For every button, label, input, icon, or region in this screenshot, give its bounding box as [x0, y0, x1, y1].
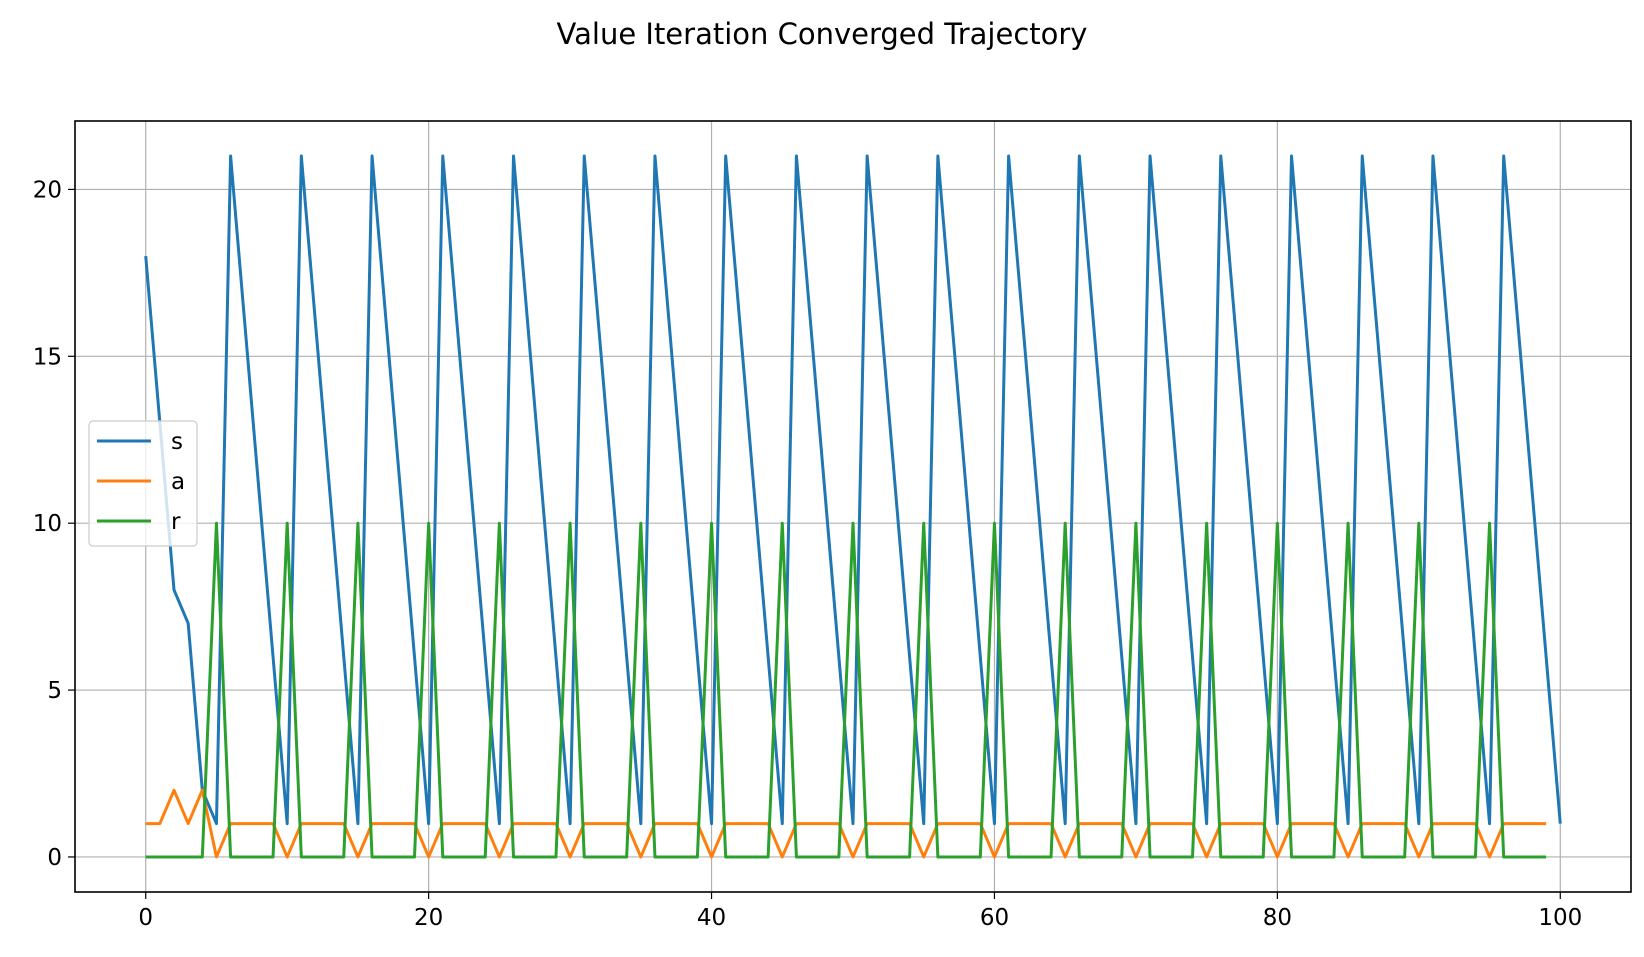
axis-ticks: 0 20 40 60 80 100 0 5 10 15 20	[33, 177, 1583, 931]
x-tick-label: 80	[1263, 905, 1292, 931]
x-tick-label: 0	[138, 905, 153, 931]
legend-label-s: s	[171, 429, 183, 455]
series-lines	[144, 154, 1562, 859]
legend-label-a: a	[171, 469, 185, 495]
y-tick-label: 20	[33, 177, 62, 203]
legend: sar	[88, 420, 198, 547]
y-tick-label: 15	[33, 344, 62, 370]
series-line-a	[145, 788, 1547, 859]
y-tick-label: 0	[47, 845, 62, 871]
chart-title: Value Iteration Converged Trajectory	[557, 17, 1088, 51]
x-tick-label: 100	[1538, 905, 1582, 931]
series-line-r	[145, 521, 1547, 859]
y-tick-label: 5	[47, 678, 62, 704]
x-tick-label: 60	[980, 905, 1009, 931]
legend-box	[88, 420, 198, 547]
x-tick-label: 20	[414, 905, 443, 931]
y-tick-label: 10	[33, 511, 62, 537]
x-tick-label: 40	[697, 905, 726, 931]
series-line-s	[144, 154, 1562, 826]
plot-frame	[74, 120, 1632, 893]
legend-label-r: r	[171, 509, 181, 535]
